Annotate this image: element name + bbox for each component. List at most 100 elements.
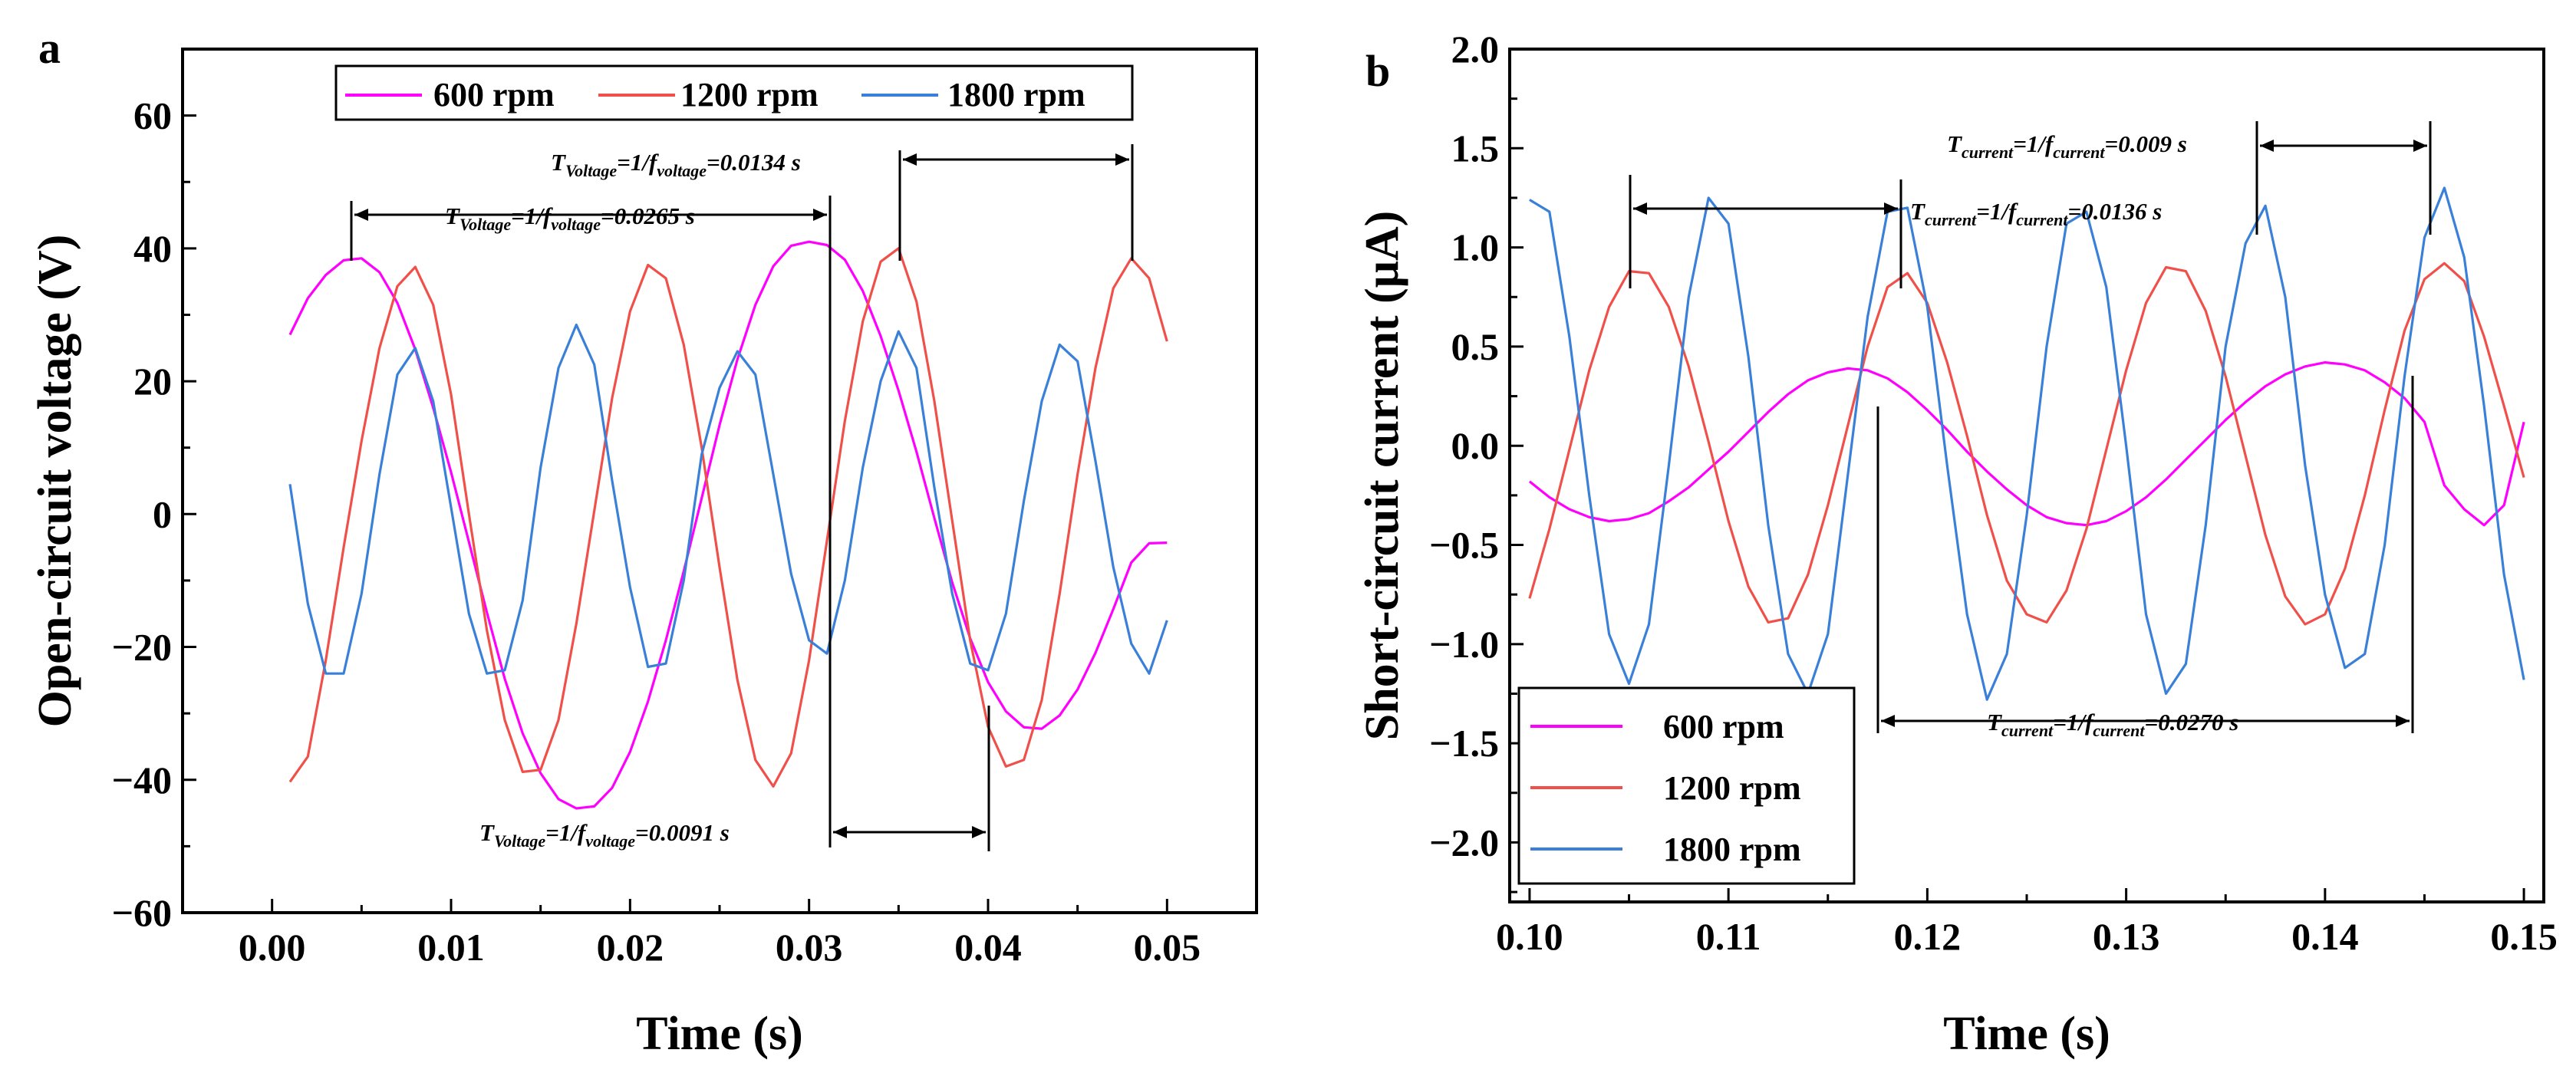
panel-b-y-tick-label: −1.0 bbox=[1429, 623, 1499, 666]
panel-a-arrowheads bbox=[354, 153, 1129, 838]
arrowhead bbox=[833, 826, 847, 838]
annot-mid: =1/f bbox=[511, 202, 553, 229]
panel-b-y-tick-label: 2.0 bbox=[1451, 28, 1500, 71]
panel-a-plot-frame bbox=[181, 48, 1258, 914]
panel-b-annotation-0136: Tcurrent=1/fcurrent=0.0136 s bbox=[1910, 198, 2162, 229]
panel-b-y-tick-label: −2.0 bbox=[1429, 821, 1499, 864]
arrowhead bbox=[2260, 140, 2274, 152]
annot-tail: =0.0270 s bbox=[2145, 709, 2239, 736]
panel-a-y-tick-label: 0 bbox=[153, 492, 172, 535]
annot-mid: =1/f bbox=[2013, 130, 2055, 157]
annot-sub: current bbox=[1925, 210, 1977, 229]
annot-base: T bbox=[1987, 709, 2002, 736]
panel-b-legend-label-600: 600 rpm bbox=[1663, 708, 1784, 745]
annot-sub: voltage bbox=[585, 831, 635, 851]
panel-a-series-group bbox=[288, 240, 1168, 810]
annot-tail: =0.0091 s bbox=[635, 819, 730, 846]
panel-b-annotations bbox=[1629, 121, 2432, 733]
panel-b-series-group bbox=[1528, 186, 2525, 701]
panel-a-legend: 600 rpm 1200 rpm 1800 rpm bbox=[334, 64, 1134, 121]
panel-a-y-tick-label: 60 bbox=[133, 94, 172, 137]
panel-b-letter: b bbox=[1365, 46, 1390, 96]
arrowhead bbox=[2396, 715, 2410, 727]
annot-base: T bbox=[445, 202, 460, 229]
panel-b-arrowheads bbox=[1633, 140, 2427, 727]
annot-mid: =1/f bbox=[617, 149, 659, 176]
panel-b-series-1800-rpm bbox=[1529, 186, 2525, 701]
annot-sub: current bbox=[1962, 143, 2014, 162]
panel-b-y-tick-label: −0.5 bbox=[1429, 524, 1499, 567]
panel-a-x-tick-label: 0.00 bbox=[239, 926, 306, 969]
panel-b-x-tick-label: 0.15 bbox=[2490, 915, 2558, 958]
panel-a-letter: a bbox=[38, 23, 61, 73]
annot-tail: =0.009 s bbox=[2105, 130, 2187, 157]
panel-a-legend-label-1200: 1200 rpm bbox=[680, 76, 819, 114]
panel-a-x-tick-label: 0.02 bbox=[597, 926, 664, 969]
panel-a-x-tick-label: 0.01 bbox=[417, 926, 485, 969]
panel-b-legend-label-1800: 1800 rpm bbox=[1663, 831, 1801, 868]
annot-tail: =0.0136 s bbox=[2068, 198, 2163, 225]
panel-b-x-tick-label: 0.11 bbox=[1696, 915, 1761, 958]
panel-b-annotation-0270: Tcurrent=1/fcurrent=0.0270 s bbox=[1987, 709, 2238, 740]
panel-a-y-tick-label: −60 bbox=[112, 891, 173, 934]
annot-base: T bbox=[551, 149, 566, 176]
arrowhead bbox=[1115, 153, 1129, 166]
panel-a-x-axis-title: Time (s) bbox=[636, 1008, 803, 1060]
annot-sub: current bbox=[2093, 721, 2145, 740]
annot-mid: =1/f bbox=[1976, 198, 2018, 225]
panel-b-y-tick-label: 1.0 bbox=[1451, 226, 1500, 269]
panel-a-annotations bbox=[350, 144, 1134, 851]
annot-sub: voltage bbox=[551, 215, 601, 234]
panel-b-x-tick-label: 0.12 bbox=[1894, 915, 1962, 958]
annot-sub: Voltage bbox=[460, 215, 511, 234]
panel-b-legend: 600 rpm 1200 rpm 1800 rpm bbox=[1517, 686, 1856, 885]
annot-sub: current bbox=[2053, 143, 2105, 162]
arrowhead bbox=[903, 153, 917, 166]
panel-a-legend-label-600: 600 rpm bbox=[433, 76, 555, 114]
panel-a-series-1800-rpm bbox=[288, 323, 1168, 675]
panel-a-annotation-0091: TVoltage=1/fvoltage=0.0091 s bbox=[479, 819, 730, 851]
panel-b-x-axis-title: Time (s) bbox=[1943, 1008, 2110, 1060]
panel-b-y-tick-label: 0.5 bbox=[1451, 325, 1500, 368]
panel-b-x-tick-label: 0.10 bbox=[1496, 915, 1563, 958]
panel-a-series-1200-rpm bbox=[288, 247, 1168, 788]
annot-tail: =0.0134 s bbox=[707, 149, 801, 176]
panel-a: a 0.00 0.01 0.02 0.03 0.04 0.05 60 40 20 0 −20 −40 −… bbox=[29, 23, 1258, 1060]
panel-a-x-tick-label: 0.04 bbox=[954, 926, 1022, 969]
panel-b-legend-label-1200: 1200 rpm bbox=[1663, 769, 1801, 807]
annot-sub: Voltage bbox=[494, 831, 545, 851]
panel-a-y-tick-label: −40 bbox=[112, 759, 173, 801]
arrowhead bbox=[1633, 202, 1647, 215]
panel-b-x-tick-label: 0.13 bbox=[2093, 915, 2160, 958]
annot-sub: current bbox=[2016, 210, 2068, 229]
annot-sub: current bbox=[2001, 721, 2054, 740]
panel-b-y-axis-title: Short-circuit current (μA) bbox=[1356, 211, 1408, 741]
arrowhead bbox=[354, 209, 368, 221]
panel-b-y-tick-label: 1.5 bbox=[1451, 127, 1500, 169]
annot-mid: =1/f bbox=[545, 819, 588, 846]
panel-a-x-tick-label: 0.05 bbox=[1134, 926, 1201, 969]
panel-b-legend-box bbox=[1517, 686, 1856, 885]
arrowhead bbox=[972, 826, 986, 838]
panel-b-x-tick-label: 0.14 bbox=[2291, 915, 2359, 958]
panel-a-annotation-0134: TVoltage=1/fvoltage=0.0134 s bbox=[551, 149, 801, 180]
annot-sub: Voltage bbox=[565, 161, 617, 180]
annot-base: T bbox=[1947, 130, 1962, 157]
panel-b-ticks: 0.10 0.11 0.12 0.13 0.14 0.15 2.0 1.5 1.0 0.5 0.0 −… bbox=[1429, 28, 2558, 958]
annot-mid: =1/f bbox=[2053, 709, 2095, 736]
panel-a-y-tick-label: −20 bbox=[112, 626, 173, 669]
panel-b-series-1200-rpm bbox=[1528, 262, 2525, 626]
annot-base: T bbox=[1910, 198, 1925, 225]
panel-a-legend-box bbox=[334, 64, 1134, 121]
panel-b-y-tick-label: −1.5 bbox=[1429, 722, 1499, 765]
arrowhead bbox=[1884, 202, 1898, 215]
arrowhead bbox=[2413, 140, 2427, 152]
panel-b-annotation-0009: Tcurrent=1/fcurrent=0.009 s bbox=[1947, 130, 2187, 162]
arrowhead bbox=[1881, 715, 1895, 727]
panel-a-y-tick-label: 40 bbox=[133, 227, 172, 270]
annot-sub: voltage bbox=[657, 161, 707, 180]
annot-tail: =0.0265 s bbox=[601, 202, 695, 229]
panel-a-x-tick-label: 0.03 bbox=[776, 926, 843, 969]
panel-a-ticks: 0.00 0.01 0.02 0.03 0.04 0.05 60 40 20 0 −20 −40 −60 bbox=[112, 48, 1258, 969]
